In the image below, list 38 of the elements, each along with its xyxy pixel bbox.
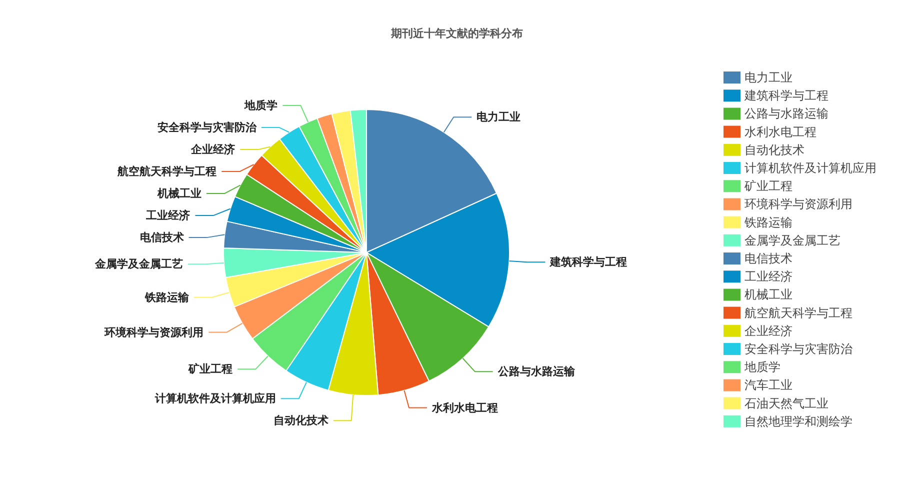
legend-label: 石油天然气工业	[744, 396, 828, 410]
slice-label: 机械工业	[156, 187, 202, 200]
legend-label: 航空航天科学与工程	[744, 306, 852, 320]
slice-label: 航空航天科学与工程	[116, 165, 217, 178]
slice-label: 矿业工程	[188, 362, 233, 376]
legend-label: 自然地理学和测绘学	[744, 414, 852, 428]
slice-label: 工业经济	[145, 209, 190, 222]
slice-label: 电力工业	[476, 110, 521, 124]
slice-label: 电信技术	[140, 231, 184, 244]
legend-label: 工业经济	[744, 270, 792, 284]
slice-label: 铁路运输	[144, 290, 190, 304]
slice-label: 自动化技术	[273, 414, 328, 428]
slice-label: 建筑科学与工程	[549, 256, 628, 269]
slice-label: 计算机软件及计算机应用	[154, 392, 276, 406]
legend-label: 电力工业	[744, 70, 792, 84]
legend-label: 机械工业	[744, 288, 792, 302]
slice-label: 公路与水路运输	[496, 365, 576, 378]
legend-label: 企业经济	[744, 324, 792, 338]
slice-label: 金属学及金属工艺	[94, 258, 183, 271]
slice-label: 企业经济	[190, 143, 236, 156]
legend-label: 地质学	[744, 360, 780, 374]
slice-label: 地质学	[244, 99, 278, 112]
legend-label: 金属学及金属工艺	[744, 233, 840, 248]
legend-label: 电信技术	[744, 252, 792, 266]
legend-label: 铁路运输	[744, 215, 792, 230]
legend-label: 矿业工程	[744, 179, 792, 194]
legend-label: 公路与水路运输	[744, 106, 828, 121]
legend-label: 自动化技术	[744, 142, 804, 157]
legend-label: 汽车工业	[744, 378, 792, 392]
slice-label: 安全科学与灾害防治	[157, 121, 258, 134]
legend-label: 环境科学与资源利用	[744, 197, 852, 212]
slice-label: 水利水电工程	[430, 401, 498, 414]
legend-label: 水利水电工程	[744, 124, 816, 139]
legend-label: 计算机软件及计算机应用	[744, 161, 876, 175]
legend-label: 建筑科学与工程	[744, 88, 828, 103]
legend-label: 安全科学与灾害防治	[744, 342, 852, 356]
chart-title: 期刊近十年文献的学科分布	[390, 27, 523, 40]
slice-label: 环境科学与资源利用	[104, 326, 204, 339]
